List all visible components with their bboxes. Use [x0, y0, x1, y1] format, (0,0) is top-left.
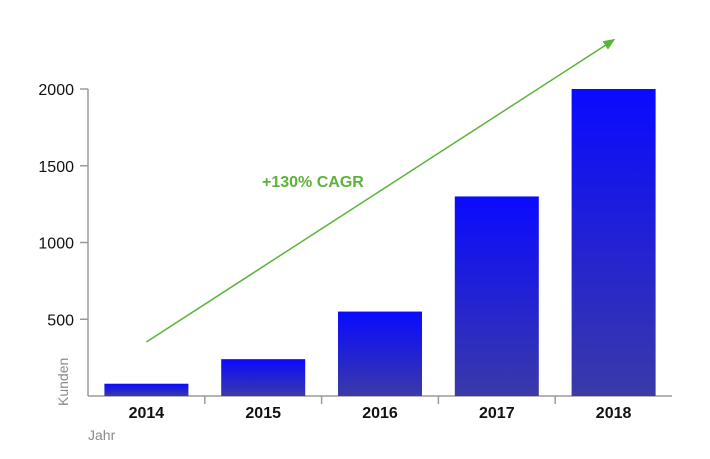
bar-2017: [454, 196, 539, 396]
y-tick-label: 1500: [38, 159, 74, 176]
x-tick-label: 2016: [362, 405, 398, 422]
x-tick-label: 2014: [129, 405, 165, 422]
x-tick-label: 2017: [479, 405, 515, 422]
labels: 500 1000 1500 2000 2014 2015 2016 2017 2018: [38, 82, 631, 422]
cagr-arrow: [145, 38, 616, 343]
bar-2014: [104, 383, 189, 396]
bar-2016: [338, 311, 422, 396]
x-tick-label: 2018: [596, 405, 632, 422]
y-tick-label: 500: [47, 312, 74, 329]
bars: [104, 89, 656, 396]
bar-2018: [571, 89, 656, 396]
y-tick-label: 1000: [38, 236, 74, 253]
y-axis-title: Kunden: [55, 358, 71, 406]
bar-2015: [221, 359, 306, 396]
x-axis-title: Jahr: [88, 427, 116, 443]
x-tick-label: 2015: [245, 405, 281, 422]
cagr-annotation: +130% CAGR: [262, 174, 364, 191]
y-tick-label: 2000: [38, 82, 74, 99]
